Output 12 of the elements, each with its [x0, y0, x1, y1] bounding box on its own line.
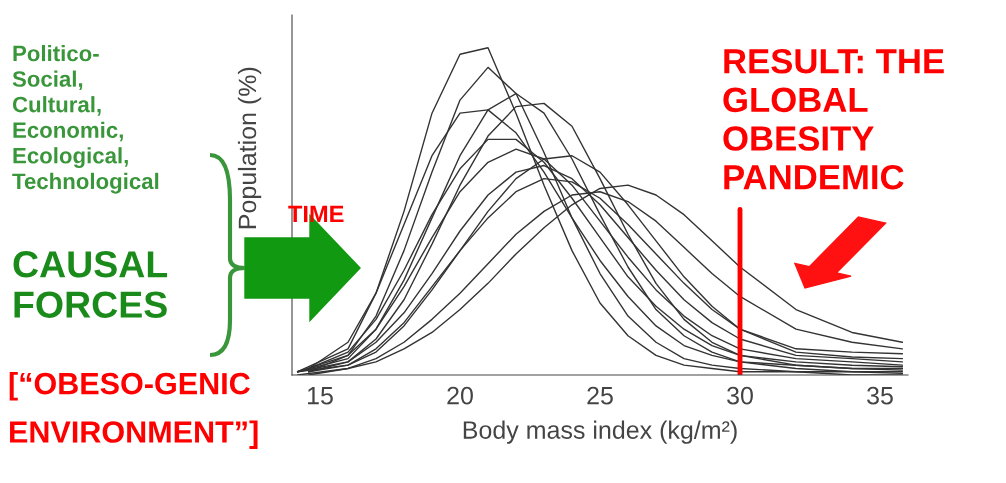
text: CAUSAL FORCES	[13, 250, 168, 318]
text: Politico- Social, Cultural, Economic, Ecological, Technological	[12, 45, 159, 194]
x-tick-label: 35	[867, 386, 893, 405]
y-axis-title: Population (%)	[237, 67, 262, 229]
annotation: RESULT: THE GLOBAL OBESITY PANDEMIC	[723, 48, 944, 190]
x-tick-label: 20	[447, 386, 473, 405]
x-axis-title: Body mass index (kg/m²)	[463, 420, 737, 444]
x-tick-label: 15	[308, 387, 333, 405]
x-tick-label: 25	[587, 386, 613, 405]
text: [“OBESO-GENIC ENVIRONMENT”]	[9, 372, 258, 449]
annotation: TIME	[288, 205, 344, 223]
x-tick-label: 30	[727, 386, 753, 405]
